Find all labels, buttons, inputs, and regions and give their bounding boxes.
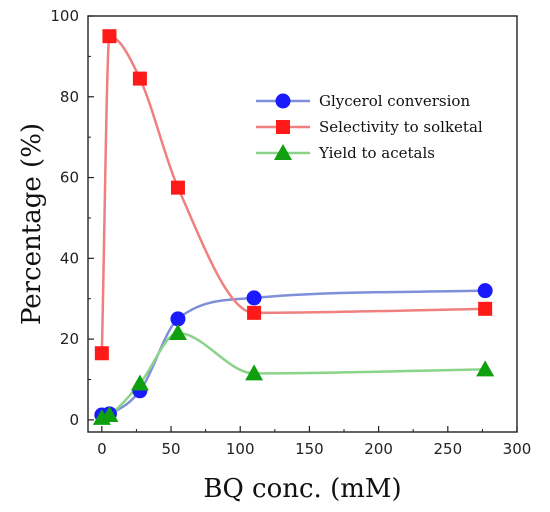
data-point [476,360,495,377]
x-tick-label: 250 [433,440,462,458]
fit-curve [100,34,486,354]
legend-label: Glycerol conversion [319,92,470,110]
x-tick-label: 150 [295,440,324,458]
data-markers [92,29,495,425]
legend-label: Selectivity to solketal [319,118,483,136]
legend-marker [275,93,291,109]
axis-ticks: 0 50 100 150 200 250 300 0 20 40 60 80 100 [50,7,531,458]
data-point [132,71,147,86]
y-tick-label: 80 [60,88,79,106]
data-point [94,346,109,361]
y-tick-label: 100 [50,7,79,25]
y-axis-title: Percentage (%) [17,123,47,325]
y-tick-label: 20 [60,330,79,348]
fit-curve [101,331,486,420]
data-point [245,364,264,381]
data-point [170,311,186,327]
data-point [130,374,149,391]
data-point [247,305,262,320]
data-point [478,301,493,316]
data-point [477,283,493,299]
x-tick-label: 300 [503,440,532,458]
legend-marker [274,144,292,160]
x-tick-label: 0 [97,440,107,458]
y-tick-label: 60 [60,169,79,187]
x-tick-label: 200 [364,440,393,458]
legend-marker [276,120,290,134]
data-point [100,406,119,423]
data-point [246,290,262,306]
data-point [168,324,187,341]
legend-label: Yield to acetals [318,144,435,162]
x-tick-label: 100 [226,440,255,458]
y-tick-label: 0 [69,411,79,429]
plot-frame [87,15,518,433]
y-tick-label: 40 [60,249,79,267]
data-point [102,29,117,44]
data-point [170,180,185,195]
x-axis-title: BQ conc. (mM) [203,474,401,504]
x-tick-label: 50 [161,440,180,458]
legend: Glycerol conversion Selectivity to solket… [256,92,483,162]
